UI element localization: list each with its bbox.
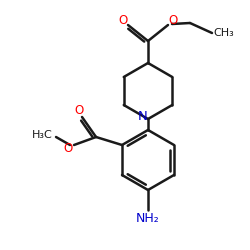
Text: O: O (168, 14, 177, 26)
Text: H₃C: H₃C (32, 130, 52, 140)
Text: O: O (64, 142, 73, 154)
Text: CH₃: CH₃ (214, 28, 234, 38)
Text: O: O (118, 14, 128, 26)
Text: O: O (74, 104, 84, 117)
Text: N: N (138, 110, 148, 124)
Text: NH₂: NH₂ (136, 212, 160, 224)
